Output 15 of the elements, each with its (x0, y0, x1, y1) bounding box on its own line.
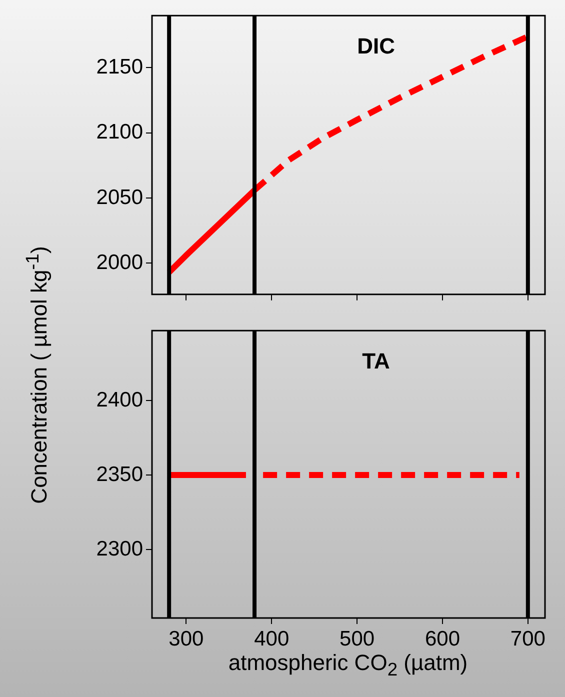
text: DIC (357, 34, 396, 59)
y-tick-label: 2350 (96, 462, 143, 486)
y-tick-label: 2300 (96, 537, 143, 560)
x-tick-label: 300 (168, 627, 204, 650)
x-tick-label: 600 (424, 627, 460, 650)
y-tick-label: 2150 (96, 56, 143, 79)
y-tick-label: 2000 (96, 250, 143, 274)
x-tick-label: 700 (510, 627, 546, 650)
y-tick-label: 2050 (96, 186, 143, 209)
y-tick-label: 2400 (96, 388, 143, 412)
x-axis-title: atmospheric CO$_{2}$ (µatm) (228, 650, 468, 680)
text: TA (362, 348, 390, 374)
x-tick-label: 500 (340, 627, 375, 650)
x-tick-label: 400 (254, 627, 290, 650)
y-tick-label: 2100 (96, 120, 143, 144)
